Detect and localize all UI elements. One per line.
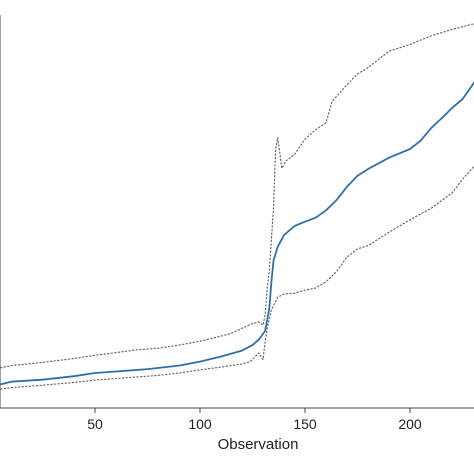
series-lines (0, 23, 474, 390)
x-tick-label: 50 (87, 416, 103, 432)
x-tick-label: 200 (398, 416, 422, 432)
x-axis-title: Observation (218, 436, 299, 453)
x-tick-label: 150 (293, 416, 317, 432)
x-tick-label: 100 (188, 416, 212, 432)
x-ticks: 50 100 150 200 (87, 408, 422, 432)
series-estimate-line (0, 81, 474, 386)
series-upper-bound-line (0, 23, 474, 369)
series-lower-bound-line (0, 165, 474, 390)
